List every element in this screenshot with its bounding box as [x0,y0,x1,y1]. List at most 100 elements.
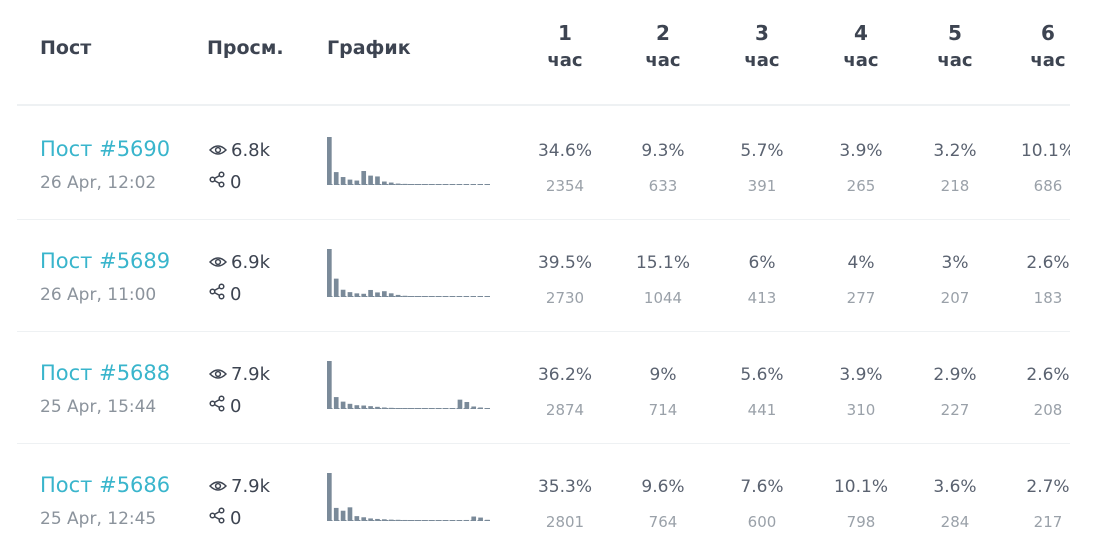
views-stat: 7.9k [208,476,270,497]
post-date: 26 Apr, 11:00 [40,285,157,305]
sparkline-bar [485,296,490,297]
sparkline-bar [437,296,442,297]
hour-percent: 35.3% [537,477,592,497]
sparkline-bar [382,291,387,297]
hour-unit: час [843,50,879,71]
hour-count: 310 [846,401,876,419]
views-stat: 6.8k [208,140,270,161]
sparkline-bar [423,184,428,185]
hour-count: 218 [940,177,970,195]
sparkline-bar [361,171,367,185]
sparkline-bar [354,405,360,409]
hour-count: 764 [648,513,678,531]
hour-percent: 2.6% [1026,253,1070,273]
sparkline-bar [333,397,339,409]
hour-count: 227 [940,401,970,419]
hour-count: 391 [747,177,777,195]
sparkline-bar [464,401,470,409]
sparkline-bar [333,172,339,185]
hour-percent: 2.7% [1026,477,1070,497]
sparkline-bar [388,182,394,185]
column-header-hour-1[interactable]: 1 час [535,18,595,74]
column-header-hour-2[interactable]: 2 час [633,18,693,74]
hour-number: 6 [1041,21,1055,45]
sparkline-bar [485,519,490,521]
sparkline-bar [443,184,449,185]
hour-count: 183 [1033,289,1063,307]
hour-count: 600 [747,513,777,531]
sparkline-bar [333,507,339,521]
sparkline-bar [443,296,449,297]
shares-count: 0 [230,507,242,529]
hour-percent: 2.6% [1026,365,1070,385]
sparkline-bar [478,407,483,409]
hour-percent: 34.6% [537,141,592,161]
sparkline-bar [368,289,373,297]
eye-icon [208,140,231,161]
hour-percent: 3.2% [933,141,977,161]
sparkline-bar [395,294,401,297]
sparkline-bar [382,519,387,521]
views-sparkline[interactable] [327,471,492,521]
hour-count: 2801 [545,513,585,531]
sparkline-bar [402,519,408,521]
post-title-link[interactable]: Пост #5688 [40,361,171,385]
sparkline-bar [375,292,380,297]
share-icon [209,395,230,417]
eye-icon [208,364,231,385]
column-header-hour-4[interactable]: 4 час [831,18,891,74]
eye-icon [208,252,231,273]
post-title-link[interactable]: Пост #5690 [40,137,171,161]
sparkline-bar [478,296,483,297]
views-count: 7.9k [231,364,271,385]
views-sparkline[interactable] [327,135,492,185]
views-sparkline[interactable] [327,247,492,297]
sparkline-bar [430,184,435,185]
table-header: Пост Просм. График 1 час 2 час 3 час 4 час 5 час 6… [17,0,1070,106]
sparkline-bar [340,289,346,297]
column-header-hour-3[interactable]: 3 час [732,18,792,74]
sparkline-bar [361,517,367,521]
sparkline-bar [388,519,394,521]
sparkline-bar [437,408,442,409]
sparkline-bar [327,137,332,185]
hour-percent: 6% [748,253,776,273]
hour-count: 277 [846,289,876,307]
sparkline-bar [443,408,449,409]
hour-percent: 15.1% [635,253,690,273]
post-date: 26 Apr, 12:02 [40,173,157,193]
hour-percent: 10.1% [833,477,888,497]
column-header-post[interactable]: Пост [40,37,92,59]
views-stat: 6.9k [208,252,270,273]
share-icon [209,283,230,305]
column-header-hour-5[interactable]: 5 час [925,18,985,74]
sparkline-bar [388,293,394,297]
post-title-link[interactable]: Пост #5686 [40,473,171,497]
column-header-views[interactable]: Просм. [207,37,284,59]
post-title-link[interactable]: Пост #5689 [40,249,171,273]
sparkline-bar [361,405,367,409]
shares-stat: 0 [209,507,241,529]
hour-unit: час [744,50,780,71]
hour-percent: 3.9% [839,365,883,385]
sparkline-bar [450,184,456,185]
sparkline-bar [368,175,373,185]
column-header-hour-6[interactable]: 6 час [1018,18,1070,74]
share-icon [209,171,230,193]
table-row: Пост #5690 26 Apr, 12:02 6.8k 0 34.6% 2354 9.3… [17,107,1070,220]
sparkline-bar [416,408,422,409]
hour-percent: 3.9% [839,141,883,161]
shares-stat: 0 [209,283,241,305]
views-sparkline[interactable] [327,359,492,409]
hour-percent: 10.1% [1020,141,1070,161]
hour-percent: 3.6% [933,477,977,497]
table-row: Пост #5688 25 Apr, 15:44 7.9k 0 36.2% 2874 9% 7… [17,331,1070,444]
sparkline-bar [457,296,463,297]
sparkline-bar [409,184,415,185]
hour-count: 714 [648,401,678,419]
table-row: Пост #5686 25 Apr, 12:45 7.9k 0 35.3% 2801 9.6… [17,443,1070,549]
hour-percent: 36.2% [537,365,592,385]
sparkline-bar [423,408,428,409]
sparkline-bar [402,183,408,185]
hour-count: 633 [648,177,678,195]
